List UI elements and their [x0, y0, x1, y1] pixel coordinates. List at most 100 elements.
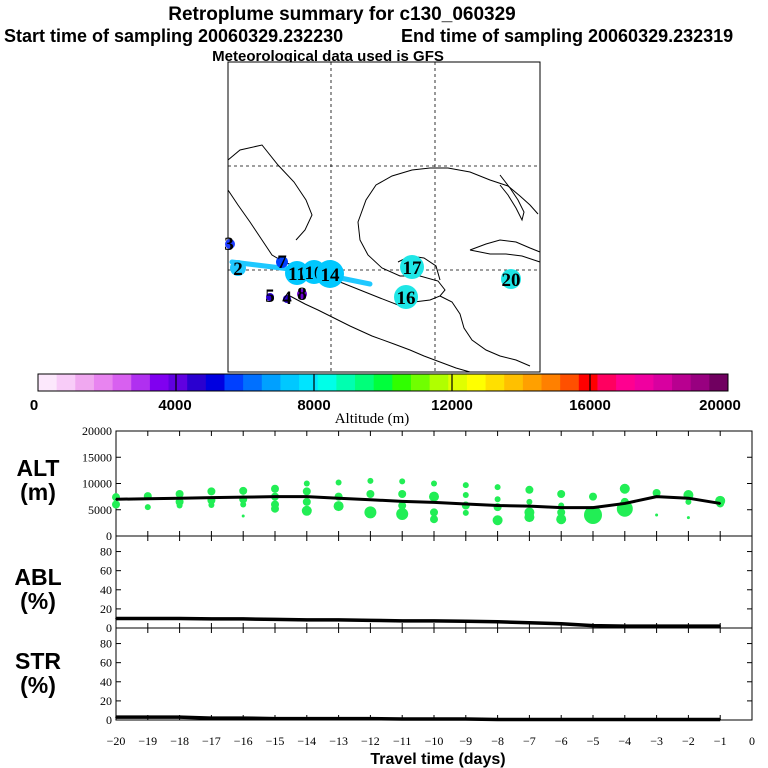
x-tick-label: −8 [491, 734, 504, 748]
met-data-label: Meteorological data used is GFS [212, 48, 444, 65]
colorbar-swatch [243, 374, 263, 391]
series-point [687, 497, 690, 500]
colorbar-swatch [522, 374, 543, 391]
x-tick-label: −4 [618, 734, 631, 748]
series-point [306, 717, 308, 720]
x-tick-label: −3 [650, 734, 663, 748]
series-point [655, 495, 658, 498]
alt-scatter-point [462, 482, 469, 489]
alt-scatter-point [175, 490, 184, 498]
x-tick-label: −14 [297, 734, 316, 748]
series-point [242, 717, 244, 719]
alt-scatter-point [686, 516, 690, 520]
alt-scatter-point [494, 484, 501, 491]
series-line [116, 715, 721, 722]
map-marker: 11 [285, 261, 309, 285]
series-point [401, 718, 404, 720]
series-point [687, 718, 690, 721]
colorbar-swatch [168, 374, 188, 391]
alt-scatter-point [144, 504, 151, 511]
series-point [465, 503, 467, 505]
alt-scatter-point [685, 498, 692, 505]
series-point [655, 625, 658, 627]
alt-scatter-point [271, 484, 279, 493]
x-tick-label: −6 [555, 734, 568, 748]
series-point [369, 717, 372, 720]
alt-scatter-point [240, 501, 247, 508]
map-marker: 8 [297, 284, 307, 305]
series-point [306, 495, 308, 498]
colorbar-swatch [131, 374, 151, 391]
alt-scatter-point [112, 500, 120, 509]
map-gridlines [228, 62, 540, 372]
alt-scatter-point [207, 487, 216, 496]
y-tick-label: 5000 [88, 503, 112, 517]
colorbar-swatch [392, 374, 412, 391]
colorbar-tick-label: 8000 [297, 397, 330, 414]
x-tick-label: −17 [202, 734, 221, 748]
series-point [528, 621, 531, 624]
alt-scatter-point [584, 506, 602, 524]
colorbar-swatch [709, 374, 729, 391]
alt-scatter-point [303, 480, 310, 487]
svg-text:2: 2 [233, 259, 243, 280]
abl-panel-label: ABL [14, 564, 61, 590]
series-point [528, 505, 531, 507]
series-point [210, 618, 213, 620]
map-marker: 2 [230, 259, 246, 280]
series-point [369, 498, 372, 501]
series-point [496, 620, 499, 623]
svg-text:5: 5 [265, 286, 275, 307]
colorbar-tick-label: 0 [30, 397, 38, 414]
end-time-label: End time of sampling 20060329.232319 [401, 26, 733, 46]
x-tick-label: −16 [234, 734, 253, 748]
map-panel: 3 2 7 11 10 14 17 20 16 5 4 8 [224, 61, 541, 373]
series-point [687, 625, 690, 627]
alt-scatter-point [333, 501, 344, 512]
map-marker: 14 [316, 260, 344, 288]
series-point [560, 622, 562, 625]
colorbar-swatch [56, 374, 76, 391]
y-tick-label: 60 [100, 564, 112, 578]
y-tick-label: 10000 [82, 477, 112, 491]
y-tick-label: 0 [106, 713, 112, 727]
alt-scatter-point [494, 496, 501, 503]
alt-scatter-point [396, 507, 409, 520]
alt-scatter-point [589, 492, 597, 501]
svg-text:14: 14 [321, 265, 341, 286]
colorbar-swatch [690, 374, 710, 391]
x-tick-label: −18 [170, 734, 189, 748]
series-point [337, 619, 340, 621]
alt-scatter-point [431, 480, 437, 487]
svg-text:17: 17 [403, 258, 423, 279]
alt-scatter-point [367, 477, 374, 484]
alt-scatter-point [655, 513, 659, 517]
x-tick-label: −12 [361, 734, 380, 748]
y-tick-label: 0 [106, 621, 112, 635]
map-marker: 16 [394, 285, 418, 309]
svg-text:8: 8 [297, 284, 307, 305]
series-point [433, 718, 435, 720]
y-tick-label: 20000 [82, 424, 112, 438]
y-tick-label: 80 [100, 637, 112, 651]
colorbar-swatch [560, 374, 580, 391]
series-point [560, 718, 562, 721]
alt-scatter-point [462, 509, 469, 516]
colorbar-tick-label: 12000 [431, 397, 473, 414]
alt-scatter-point [399, 478, 406, 485]
series-point [624, 502, 626, 505]
alt-scatter-point [398, 490, 407, 498]
series-point [496, 504, 499, 507]
alt-scatter-point [525, 485, 534, 494]
x-tick-label: −19 [138, 734, 157, 748]
series-point [147, 497, 149, 500]
svg-text:7: 7 [277, 252, 287, 273]
svg-text:4: 4 [282, 288, 292, 309]
colorbar-swatch [299, 374, 319, 391]
colorbar-swatch [672, 374, 692, 391]
colorbar-tick-labels: 0 4000 8000 12000 16000 20000 [30, 397, 741, 414]
colorbar-swatch [280, 374, 300, 391]
series-point [465, 718, 467, 720]
colorbar-tick-label: 20000 [699, 397, 741, 414]
colorbar-swatch [541, 374, 561, 391]
